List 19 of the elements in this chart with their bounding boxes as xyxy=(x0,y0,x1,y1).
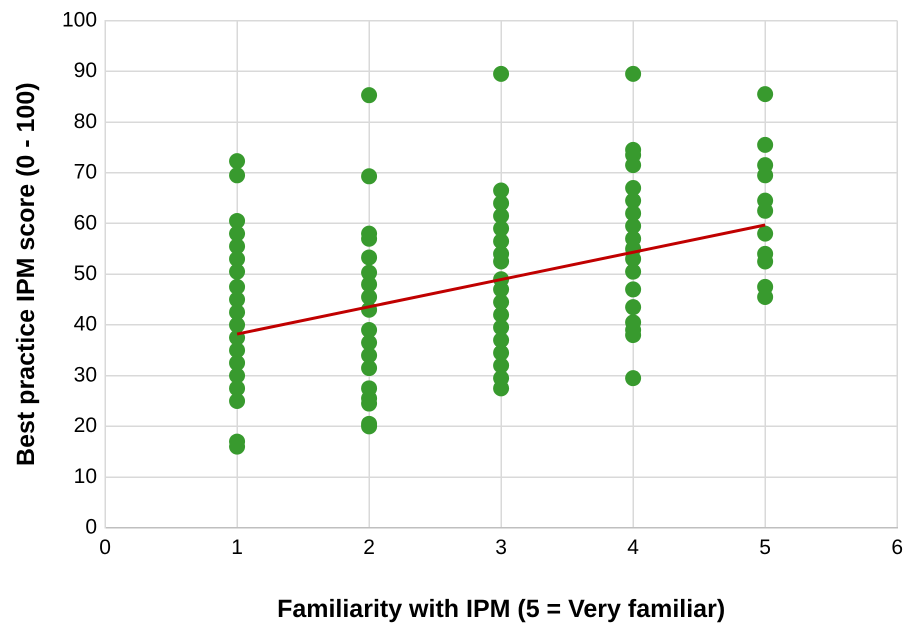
y-tick-label: 100 xyxy=(62,8,98,32)
y-tick-label: 90 xyxy=(74,59,98,82)
x-axis-title: Familiarity with IPM (5 = Very familiar) xyxy=(277,594,726,623)
y-tick-label: 60 xyxy=(74,211,98,234)
x-tick-label: 3 xyxy=(495,536,507,560)
x-tick-label: 5 xyxy=(759,536,771,560)
y-tick-label: 10 xyxy=(74,464,98,488)
y-tick-label: 20 xyxy=(74,414,98,438)
y-tick-label: 0 xyxy=(85,516,98,539)
x-tick-label: 2 xyxy=(363,536,375,560)
y-tick-label: 70 xyxy=(74,160,98,184)
x-tick-label: 4 xyxy=(627,536,640,560)
x-tick-label: 1 xyxy=(231,536,243,560)
y-tick-label: 40 xyxy=(74,312,98,336)
y-tick-label: 30 xyxy=(74,363,98,386)
y-tick-label: 50 xyxy=(74,262,98,285)
y-axis-title: Best practice IPM score (0 - 100) xyxy=(12,82,40,466)
y-tick-label: 80 xyxy=(74,110,98,133)
x-tick-label: 6 xyxy=(891,536,904,560)
